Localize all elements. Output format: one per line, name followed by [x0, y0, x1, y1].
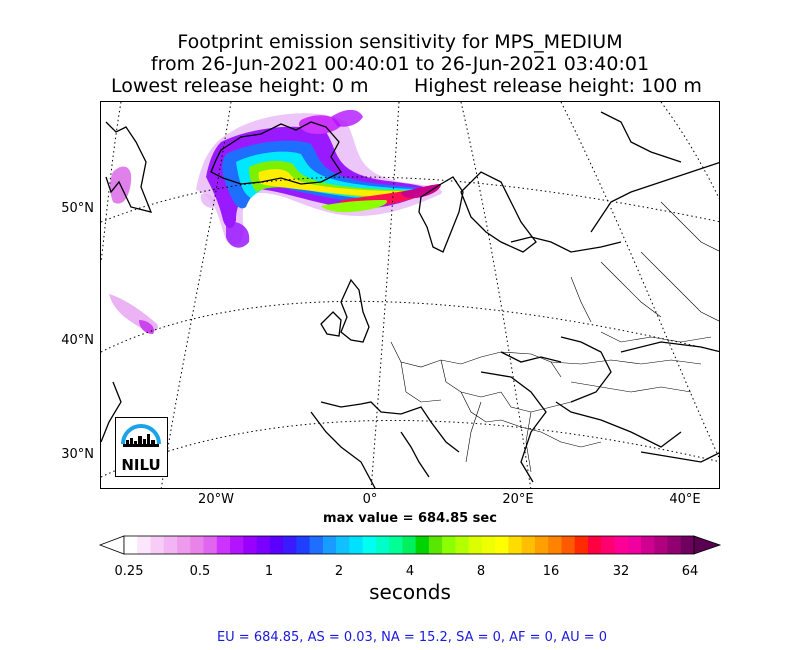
- colorbar-swatch: [137, 536, 151, 554]
- colorbar-swatch: [627, 536, 642, 554]
- colorbar-swatch: [654, 536, 668, 554]
- colorbar-swatch: [428, 536, 443, 554]
- lat-label-30n: 30°N: [61, 447, 94, 462]
- colorbar-swatch: [190, 536, 204, 554]
- colorbar: [98, 535, 722, 555]
- map-canvas: [101, 102, 719, 488]
- colorbar-swatch: [389, 536, 403, 554]
- colorbar-swatch: [601, 536, 615, 554]
- title-line-2: from 26-Jun-2021 00:40:01 to 26-Jun-2021…: [150, 53, 650, 75]
- colorbar-swatch: [640, 536, 655, 554]
- colorbar-swatch: [230, 536, 244, 554]
- highest-release-height: Highest release height: 100 m: [414, 75, 702, 97]
- colorbar-swatch: [481, 536, 496, 554]
- colorbar-swatch: [375, 536, 390, 554]
- colorbar-swatch: [362, 536, 377, 554]
- map-panel: NILU: [100, 101, 720, 489]
- lon-label-40e: 40°E: [669, 492, 701, 507]
- colorbar-unit-label: seconds: [369, 580, 451, 604]
- lat-label-40n: 40°N: [61, 333, 94, 348]
- plume-green-tail: [321, 200, 387, 213]
- colorbar-tick-label: 8: [476, 564, 486, 579]
- colorbar-swatch: [667, 536, 682, 554]
- colorbar-tick-label: 1: [264, 564, 274, 579]
- colorbar-over-arrow: [693, 535, 722, 555]
- plume-north-fringe: [331, 109, 363, 127]
- colorbar-frame: [123, 535, 695, 555]
- coastlines: [101, 111, 719, 488]
- colorbar-swatch: [283, 536, 297, 554]
- colorbar-swatch: [216, 536, 231, 554]
- colorbar-swatch: [587, 536, 602, 554]
- colorbar-swatch: [455, 536, 470, 554]
- lon-label-20w: 20°W: [198, 492, 234, 507]
- colorbar-swatch: [402, 536, 417, 554]
- colorbar-swatch: [534, 536, 549, 554]
- region-stats-line: EU = 684.85, AS = 0.03, NA = 15.2, SA = …: [216, 630, 608, 645]
- lat-label-50n: 50°N: [61, 201, 94, 216]
- colorbar-swatch: [163, 536, 178, 554]
- colorbar-swatch: [415, 536, 430, 554]
- colorbar-swatch: [177, 536, 191, 554]
- colorbar-swatch: [203, 536, 218, 554]
- colorbar-tick-label: 0.5: [189, 564, 211, 579]
- colorbar-swatch: [548, 536, 562, 554]
- colorbar-swatch: [269, 536, 284, 554]
- graticule: [101, 102, 719, 488]
- lon-label-0: 0°: [362, 492, 378, 507]
- nilu-logo: NILU: [115, 417, 168, 477]
- colorbar-under-arrow: [98, 535, 125, 555]
- max-value-label: max value = 684.85 sec: [323, 511, 497, 526]
- colorbar-swatch: [309, 536, 324, 554]
- title-line-1: Footprint emission sensitivity for MPS_M…: [177, 31, 623, 53]
- colorbar-swatch: [243, 536, 257, 554]
- colorbar-swatch: [442, 536, 456, 554]
- lon-label-20e: 20°E: [502, 492, 534, 507]
- colorbar-swatch: [614, 536, 629, 554]
- colorbar-swatch: [150, 536, 165, 554]
- colorbar-swatch: [256, 536, 271, 554]
- colorbar-tick-label: 16: [542, 564, 560, 579]
- lowest-release-height: Lowest release height: 0 m: [111, 75, 369, 97]
- nilu-logo-text: NILU: [121, 456, 161, 474]
- west-sensitivity-patches: [109, 166, 250, 334]
- colorbar-tick-label: 64: [681, 564, 699, 579]
- colorbar-swatch: [680, 536, 695, 554]
- colorbar-swatch: [349, 536, 364, 554]
- colorbar-swatch: [574, 536, 589, 554]
- title-line-3: Lowest release height: 0 m Highest relea…: [0, 75, 800, 97]
- plume-green-band: [249, 160, 436, 199]
- emission-plume: [196, 109, 442, 246]
- colorbar-swatch: [508, 536, 523, 554]
- colorbar-tick-label: 2: [334, 564, 344, 579]
- colorbar-tick-label: 32: [612, 564, 630, 579]
- country-borders: [390, 201, 719, 473]
- plume-magenta-tip: [401, 184, 441, 199]
- colorbar-tick-label: 0.25: [114, 564, 144, 579]
- colorbar-swatch: [124, 536, 138, 554]
- colorbar-swatch: [322, 536, 337, 554]
- nilu-logo-graphic: [121, 424, 161, 447]
- colorbar-swatch: [468, 536, 483, 554]
- colorbar-swatch: [296, 536, 310, 554]
- colorbar-swatch: [495, 536, 509, 554]
- colorbar-swatch: [561, 536, 576, 554]
- colorbar-swatch: [521, 536, 536, 554]
- colorbar-swatch: [336, 536, 350, 554]
- colorbar-tick-label: 4: [405, 564, 415, 579]
